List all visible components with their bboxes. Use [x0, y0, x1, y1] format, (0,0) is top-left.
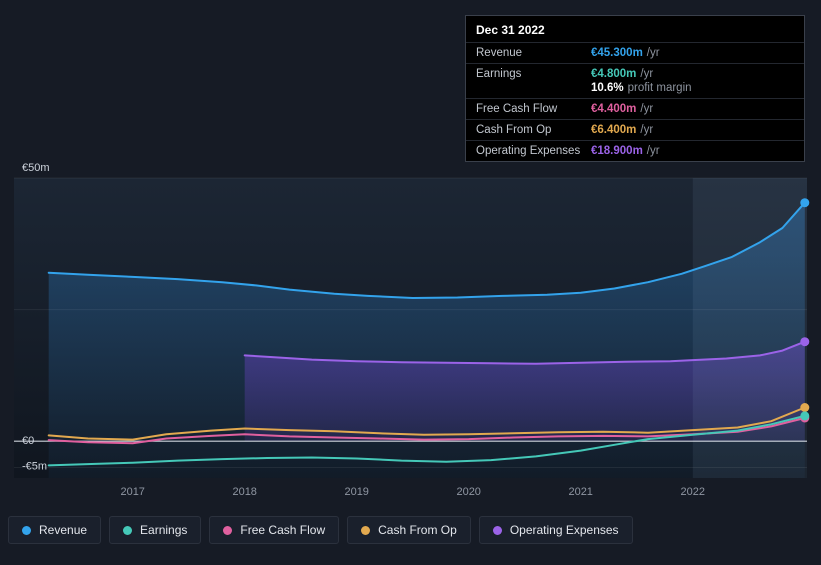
y-axis-label: €0 — [22, 435, 34, 447]
tooltip-label: Cash From Op — [476, 124, 552, 136]
x-axis-label: 2022 — [681, 486, 705, 498]
profit-margin-label: profit margin — [627, 82, 692, 94]
tooltip-suffix: /yr — [646, 47, 660, 59]
profit-margin-value: 10.6% — [591, 82, 624, 94]
earnings-dot-icon — [123, 525, 133, 535]
x-axis-label: 2021 — [568, 486, 592, 498]
operating-expenses-dot-icon — [492, 525, 502, 535]
cash-from-op-dot-icon — [361, 525, 371, 535]
x-axis-label: 2017 — [120, 486, 144, 498]
legend-label: Cash From Op — [378, 523, 457, 537]
tooltip-row-operating-expenses: Operating Expenses €18.900m /yr — [466, 140, 804, 161]
x-axis-label: 2020 — [456, 486, 480, 498]
free-cash-flow-dot-icon — [223, 525, 233, 535]
operating-expenses-endpoint-dot — [800, 337, 810, 347]
chart-tooltip: Dec 31 2022 Revenue €45.300m /yr Earning… — [465, 15, 805, 162]
cash-from-op-line — [47, 406, 806, 441]
tooltip-label: Revenue — [476, 47, 523, 59]
tooltip-value: €6.400m — [591, 124, 637, 136]
tooltip-value: €45.300m — [591, 47, 643, 59]
revenue-dot-icon — [22, 525, 31, 535]
revenue-endpoint-dot — [800, 198, 810, 208]
x-axis-label: 2018 — [232, 486, 256, 498]
tooltip-row-earnings: Earnings €4.800m /yr 10.6% profit margin — [466, 63, 804, 98]
x-axis-label: 2019 — [344, 486, 368, 498]
y-axis-label: -€5m — [22, 461, 47, 473]
tooltip-suffix: /yr — [640, 124, 654, 136]
tooltip-value: €18.900m — [591, 145, 643, 157]
tooltip-value: €4.400m — [591, 103, 637, 115]
tooltip-suffix: /yr — [640, 103, 654, 115]
legend-item-earnings[interactable]: Earnings — [109, 516, 202, 544]
legend-label: Earnings — [140, 523, 188, 537]
tooltip-row-free-cash-flow: Free Cash Flow €4.400m /yr — [466, 98, 804, 119]
tooltip-suffix: /yr — [640, 68, 654, 80]
tooltip-value: €4.800m — [591, 68, 637, 80]
earnings-endpoint-dot — [800, 411, 810, 421]
tooltip-label: Free Cash Flow — [476, 103, 558, 115]
legend-label: Operating Expenses — [509, 523, 619, 537]
y-axis-label: €50m — [22, 162, 50, 174]
legend-item-operating-expenses[interactable]: Operating Expenses — [478, 516, 633, 544]
chart-legend: Revenue Earnings Free Cash Flow Cash Fro… — [8, 516, 633, 544]
revenue-line — [47, 201, 806, 299]
tooltip-suffix: /yr — [646, 145, 660, 157]
legend-label: Free Cash Flow — [240, 523, 326, 537]
legend-item-free-cash-flow[interactable]: Free Cash Flow — [209, 516, 340, 544]
tooltip-date: Dec 31 2022 — [476, 23, 545, 37]
operating-expenses-area — [244, 341, 805, 442]
tooltip-label: Earnings — [476, 68, 522, 80]
tooltip-row-cash-from-op: Cash From Op €6.400m /yr — [466, 119, 804, 140]
cash-from-op-endpoint-dot — [800, 403, 810, 412]
legend-item-cash-from-op[interactable]: Cash From Op — [347, 516, 471, 544]
tooltip-row-revenue: Revenue €45.300m /yr — [466, 42, 804, 63]
legend-item-revenue[interactable]: Revenue — [8, 516, 102, 544]
legend-label: Revenue — [39, 523, 88, 537]
tooltip-label: Operating Expenses — [476, 145, 581, 157]
operating-expenses-line — [243, 340, 806, 365]
earnings-line — [47, 414, 806, 467]
